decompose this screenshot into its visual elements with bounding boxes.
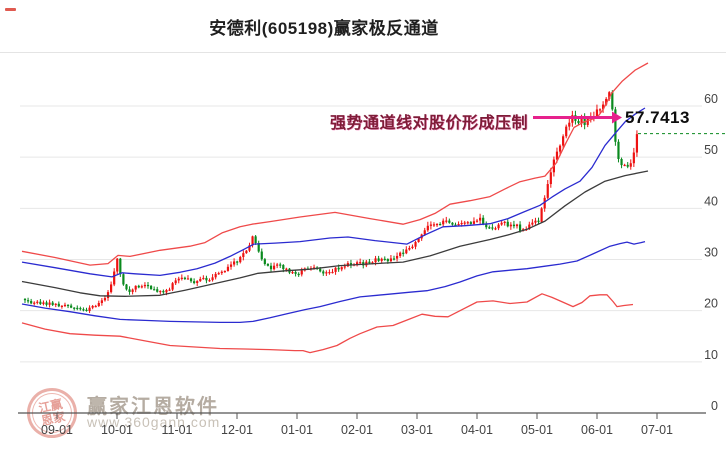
x-tick-label: 01-01 — [281, 423, 313, 437]
x-tick-label: 12-01 — [221, 423, 253, 437]
y-tick-label: 0 — [711, 399, 718, 413]
x-tick-label: 11-01 — [161, 423, 192, 437]
y-tick-label: 60 — [704, 92, 718, 106]
x-tick-label: 02-01 — [341, 423, 373, 437]
grid-layer — [20, 105, 702, 363]
annotation-price-value: 57.7413 — [625, 108, 690, 127]
middle-black-line — [21, 170, 649, 297]
corner-dash-mark — [5, 8, 16, 11]
channel-lines-layer — [21, 62, 649, 354]
upper-blue-line — [21, 107, 646, 278]
x-tick-label: 10-01 — [101, 423, 133, 437]
y-tick-label: 40 — [704, 194, 718, 208]
x-tick-label: 07-01 — [641, 423, 673, 437]
x-axis-layer: 09-01 10-01 11-01 12-01 01-01 02-01 03-01 04-01… — [18, 412, 706, 437]
arrow-head — [612, 111, 622, 124]
x-tick-label: 06-01 — [581, 423, 613, 437]
annotation-arrow — [533, 111, 622, 124]
x-tick-label: 03-01 — [401, 423, 433, 437]
x-tick-label: 05-01 — [521, 423, 553, 437]
upper-red-line — [21, 62, 649, 266]
watermark-url-text: www.360gann.com — [87, 414, 221, 430]
lower-red-line — [21, 293, 634, 354]
annotation-label: 强势通道线对股价形成压制 — [329, 115, 528, 132]
y-tick-label: 20 — [704, 297, 718, 311]
x-tick-label: 04-01 — [461, 423, 493, 437]
y-tick-label: 10 — [704, 348, 718, 362]
y-axis-labels: 60 50 40 30 20 10 0 — [704, 92, 718, 413]
y-tick-label: 50 — [704, 143, 718, 157]
lower-blue-line — [21, 240, 646, 324]
y-tick-label: 30 — [704, 245, 718, 259]
header-divider — [0, 52, 726, 53]
page-title: 安德利(605198)赢家极反通道 — [209, 19, 439, 38]
x-tick-label: 09-01 — [41, 423, 73, 437]
